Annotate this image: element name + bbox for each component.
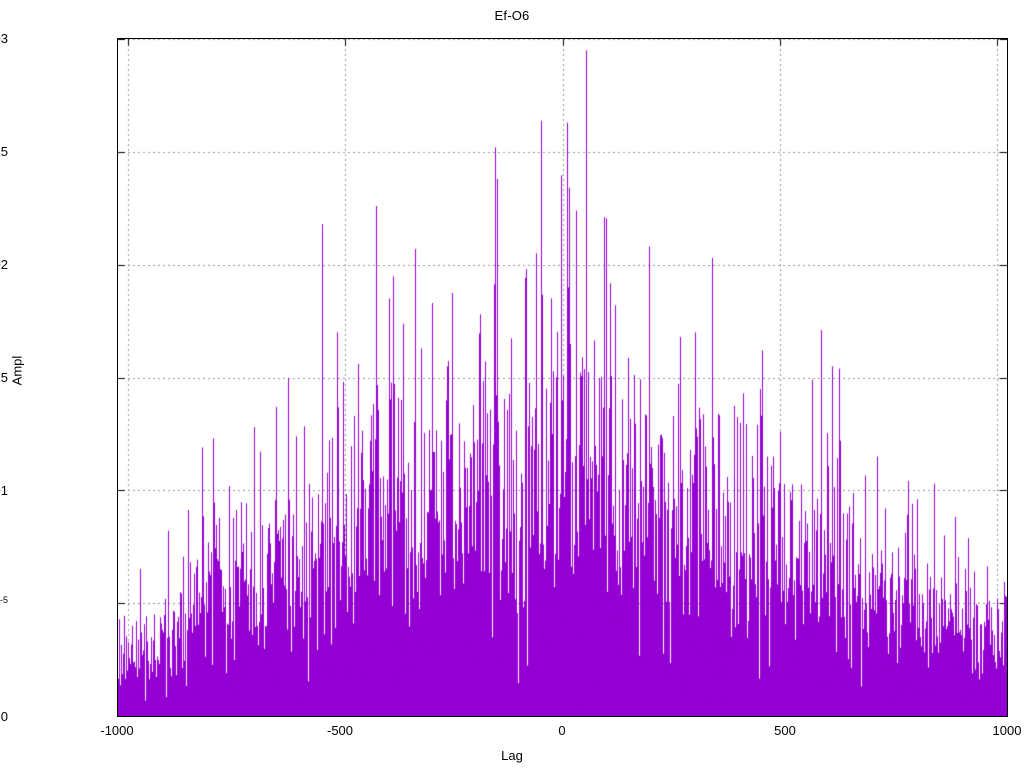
x-tick-label-1000: 1000 bbox=[992, 723, 1022, 738]
x-tick-label-0: 0 bbox=[558, 723, 566, 738]
x-axis-label: Lag bbox=[501, 748, 523, 763]
y-tick-5e-5-exponent: -5 bbox=[0, 595, 8, 605]
y-tick-label-5e-5: 5x10-5 bbox=[0, 596, 8, 610]
y-tick-label-0.00015: 0.00015 bbox=[0, 370, 8, 385]
y-tick-label-0: 0 bbox=[0, 709, 8, 724]
x-tick-label-500: 500 bbox=[774, 723, 796, 738]
y-tick-label-0.0001: 0.0001 bbox=[0, 483, 8, 498]
y-tick-label-0.00025: 0.00025 bbox=[0, 144, 8, 159]
x-tick-label--1000: -1000 bbox=[100, 723, 134, 738]
x-tick-label--500: -500 bbox=[326, 723, 354, 738]
spectrum-plot-canvas bbox=[118, 39, 1007, 716]
plot-area bbox=[117, 38, 1008, 717]
y-tick-label-0.0003: 0.0003 bbox=[0, 31, 8, 46]
y-tick-label-0.0002: 0.0002 bbox=[0, 257, 8, 272]
y-axis-label: Ampl bbox=[9, 355, 25, 386]
chart-title: Ef-O6 bbox=[494, 8, 530, 23]
